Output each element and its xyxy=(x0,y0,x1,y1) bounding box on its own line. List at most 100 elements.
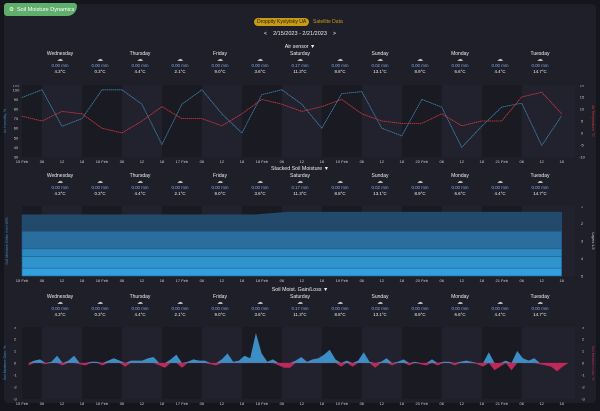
temperature: 0.3°C xyxy=(94,312,106,317)
x-tick-label: 06 xyxy=(440,278,445,283)
weather-column: Sunday ☁ 0.02 mm 13.1°C xyxy=(360,173,400,197)
cloud-sun-icon: ☁ xyxy=(57,300,63,306)
x-tick-label: 18 Feb xyxy=(256,278,269,283)
rain-amount: 0.00 mm xyxy=(451,306,469,311)
cloud-sun-icon: ☁ xyxy=(337,300,343,306)
weekday-label: Friday xyxy=(213,173,227,179)
y-tick-label: 0 xyxy=(14,361,17,366)
x-tick-label: 12 xyxy=(300,159,305,164)
rain-amount: 0.17 mm xyxy=(291,63,309,68)
x-tick-label: 06 xyxy=(440,159,445,164)
weather-column: ☁ 0.00 mm 0.3°C xyxy=(80,51,120,75)
cloud-sun-icon: ☁ xyxy=(537,300,543,306)
x-tick-label: 06 xyxy=(519,278,524,283)
x-tick-label: 06 xyxy=(120,278,125,283)
cloud-sun-icon: ☁ xyxy=(497,300,503,306)
weather-column: Tuesday ☁ 0.00 mm 14.7°C xyxy=(520,51,560,75)
x-tick-label: 18 xyxy=(559,278,564,283)
x-tick-label: 12 xyxy=(539,159,544,164)
weather-column: Thursday ☁ 0.00 mm 4.4°C xyxy=(120,51,160,75)
weather-column: ☁ 0.00 mm 0.3°C xyxy=(80,173,120,197)
cloud-sun-icon: ☁ xyxy=(537,179,543,185)
x-tick-label: 12 xyxy=(460,401,465,406)
y-tick-label: 80 xyxy=(14,107,19,112)
cloud-sun-icon: ☁ xyxy=(177,57,183,63)
cloud-sun-icon: ☁ xyxy=(97,300,103,306)
x-tick-label: 06 xyxy=(519,401,524,406)
section-title[interactable]: Air sensor ▼ xyxy=(284,44,316,50)
humidity-line xyxy=(21,89,563,149)
cloud-sun-icon: ☁ xyxy=(57,179,63,185)
weather-column: Friday ☁ 0.00 mm 9.0°C xyxy=(200,294,240,318)
source-tab-active[interactable]: Droppity Kyslytsky UA xyxy=(254,18,310,26)
temperature: 8.9°C xyxy=(414,312,426,317)
y-tick-label: 3 xyxy=(14,327,17,330)
air-sensor-chart: 15 Feb 06 12 18 16 Feb 06 12 18 17 Feb 06 12 18 18 F… xyxy=(3,85,595,164)
temperature: 9.0°C xyxy=(214,69,226,74)
rain-amount: 0.02 mm xyxy=(371,306,389,311)
weekday-label: Sunday xyxy=(371,51,389,57)
prev-range-button[interactable]: < xyxy=(263,31,268,37)
rain-amount: 0.00 mm xyxy=(131,63,149,68)
x-tick-label: 12 xyxy=(220,159,225,164)
weather-column: Wednesday ☁ 0.00 mm 4.3°C xyxy=(40,294,80,318)
temperature: 6.6°C xyxy=(454,69,466,74)
cloud-sun-icon: ☁ xyxy=(257,57,263,63)
weather-column: ☁ 0.00 mm 2.1°C xyxy=(160,294,200,318)
temperature: 4.4°C xyxy=(494,69,506,74)
cloud-sun-icon: ☁ xyxy=(137,57,143,63)
y2-tick-label: -5 xyxy=(580,143,584,148)
weekday-label: Tuesday xyxy=(530,173,550,179)
x-tick-label: 20 Feb xyxy=(416,401,429,406)
y2-axis-label: Air Temperature, °C xyxy=(591,105,595,137)
gain-area xyxy=(28,333,569,363)
droplet-gear-icon: ⚙ xyxy=(9,6,14,13)
weather-column: Monday ☁ 0.00 mm 6.6°C xyxy=(440,51,480,75)
cloud-sun-icon: ☁ xyxy=(337,179,343,185)
x-tick-label: 06 xyxy=(280,401,285,406)
app-title-tab[interactable]: ⚙ Soil Moisture Dynamics xyxy=(4,3,77,16)
weather-column: ☁ 0.00 mm 8.8°C xyxy=(320,51,360,75)
x-tick-label: 06 xyxy=(200,278,205,283)
section-title[interactable]: Stacked Soil Moisture ▼ xyxy=(271,166,329,172)
section-title[interactable]: Soil Moist. Gain/Loss ▼ xyxy=(271,287,329,293)
temperature: 8.8°C xyxy=(334,312,346,317)
x-tick-label: 18 xyxy=(479,401,484,406)
temperature: 0.3°C xyxy=(94,69,106,74)
x-tick-label: 06 xyxy=(40,278,45,283)
weather-column: Wednesday ☁ 0.00 mm 4.3°C xyxy=(40,173,80,197)
x-tick-label: 12 xyxy=(220,401,225,406)
x-tick-label: 06 xyxy=(360,159,365,164)
y2-tick-label: 20 xyxy=(580,85,585,88)
x-tick-label: 18 xyxy=(240,401,245,406)
temperature: 4.4°C xyxy=(494,191,506,196)
cloud-sun-icon: ☁ xyxy=(457,179,463,185)
x-tick-label: 18 xyxy=(559,401,564,406)
x-tick-label: 06 xyxy=(360,278,365,283)
rain-amount: 0.00 mm xyxy=(91,63,109,68)
temperature: 4.4°C xyxy=(134,69,146,74)
date-range[interactable]: 2/15/2023 - 2/21/2023 xyxy=(273,31,327,37)
y-axis-label: Soil Moisture Gain, % xyxy=(3,345,7,380)
y-tick-label: 70 xyxy=(14,116,19,121)
x-tick-label: 12 xyxy=(140,159,145,164)
cloud-sun-icon: ☁ xyxy=(337,57,343,63)
x-tick-label: 12 xyxy=(140,278,145,283)
weekday-label: Saturday xyxy=(289,51,310,57)
y2-tick-label: 15 xyxy=(580,95,585,100)
x-tick-label: 18 xyxy=(240,278,245,283)
night-band xyxy=(401,85,442,157)
layer-tick-label: 5 xyxy=(581,274,584,279)
loss-area xyxy=(28,363,569,372)
source-tab-satellite[interactable]: Satellite Data xyxy=(313,19,343,25)
temperature: 11.3°C xyxy=(293,69,307,74)
next-range-button[interactable]: > xyxy=(332,31,337,37)
cloud-sun-icon: ☁ xyxy=(297,300,303,306)
rain-amount: 0.17 mm xyxy=(291,306,309,311)
rain-amount: 0.00 mm xyxy=(251,63,269,68)
weather-column: ☁ 0.00 mm 2.1°C xyxy=(160,51,200,75)
temperature: 4.4°C xyxy=(494,312,506,317)
y2-tick-label: 10 xyxy=(580,107,585,112)
cloud-sun-icon: ☁ xyxy=(417,179,423,185)
weather-column: Thursday ☁ 0.00 mm 4.4°C xyxy=(120,294,160,318)
